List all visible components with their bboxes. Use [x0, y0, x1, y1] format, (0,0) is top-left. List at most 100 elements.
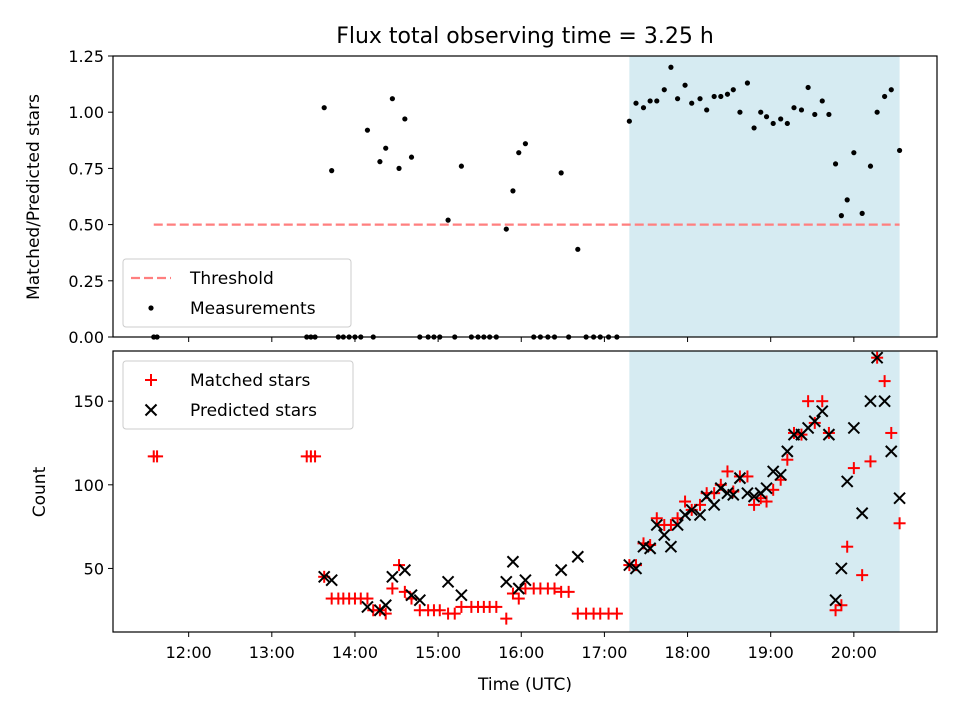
matched-star-marker — [650, 512, 663, 525]
predicted-star-marker — [855, 507, 869, 520]
predicted-star-marker — [361, 600, 374, 614]
measurement-point — [737, 109, 743, 115]
marker-stroke — [386, 570, 399, 584]
bottom-y-axis-label: Count — [30, 466, 50, 517]
measurement-point — [510, 188, 516, 194]
measurement-point — [896, 147, 903, 154]
marker-stroke — [650, 518, 663, 532]
predicted-star-marker — [822, 428, 836, 441]
marker-stroke — [643, 542, 657, 555]
predicted-star-marker — [893, 491, 906, 505]
measurement-point — [408, 154, 415, 160]
marker-stroke — [747, 490, 761, 503]
measurement-point — [798, 107, 805, 113]
measurement-point — [724, 91, 731, 97]
x-axis-label: Time (UTC) — [477, 675, 572, 695]
matched-star-marker — [760, 495, 773, 508]
marker-stroke — [864, 394, 877, 408]
marker-stroke — [500, 575, 513, 589]
marker-stroke — [693, 508, 707, 522]
matched-star-marker — [781, 453, 794, 466]
marker-stroke — [760, 481, 773, 495]
matched-star-marker — [448, 607, 461, 620]
marker-stroke — [519, 573, 532, 587]
x-tick-label: 20:00 — [831, 643, 877, 662]
predicted-star-marker — [864, 394, 877, 408]
marker-stroke — [678, 508, 692, 522]
predicted-star-marker — [455, 588, 468, 602]
y-tick-label: 50 — [84, 559, 104, 578]
predicted-star-marker — [519, 573, 532, 587]
matched-star-marker — [856, 569, 869, 582]
matched-star-marker — [548, 582, 561, 595]
matched-star-marker — [829, 604, 842, 617]
x-tick-label: 18:00 — [665, 643, 711, 662]
measurement-point — [770, 120, 776, 127]
measurement-point — [626, 118, 632, 124]
marker-stroke — [671, 518, 684, 532]
matched-star-marker — [808, 416, 821, 429]
matched-star-marker — [822, 426, 835, 439]
marker-stroke — [835, 562, 848, 575]
measurement-point — [697, 96, 703, 102]
predicted-star-marker — [760, 481, 773, 495]
marker-stroke — [658, 528, 671, 542]
predicted-star-marker — [727, 488, 740, 502]
marker-stroke — [506, 555, 520, 568]
measurement-point — [661, 87, 667, 93]
predicted-star-marker — [885, 445, 898, 458]
matched-star-marker — [878, 375, 891, 388]
predicted-star-marker — [835, 562, 848, 575]
marker-stroke — [781, 445, 794, 458]
marker-stroke — [379, 599, 392, 612]
predicted-star-marker — [870, 351, 884, 364]
matched-star-marker — [816, 395, 829, 408]
marker-stroke — [741, 486, 754, 500]
matched-star-marker — [386, 582, 399, 595]
marker-stroke — [441, 575, 455, 589]
predicted-star-marker — [413, 594, 427, 607]
predicted-star-marker — [847, 421, 861, 435]
legend-box — [122, 360, 354, 430]
measurement-point — [888, 87, 894, 93]
predicted-star-marker — [714, 481, 728, 495]
marker-stroke — [317, 570, 331, 584]
predicted-star-marker — [693, 508, 707, 522]
marker-stroke — [878, 394, 891, 408]
legend-box — [122, 258, 352, 328]
marker-stroke — [870, 351, 884, 364]
matched-star-marker — [512, 592, 525, 605]
marker-stroke — [325, 573, 338, 587]
matched-star-marker — [847, 462, 860, 475]
predicted-star-marker — [816, 405, 829, 418]
y-tick-label: 0.75 — [68, 159, 104, 178]
measurement-point — [819, 98, 825, 104]
predicted-star-marker — [781, 445, 794, 458]
measurement-point — [838, 213, 844, 219]
marker-stroke — [721, 486, 734, 500]
measurement-point — [329, 168, 335, 174]
y-tick-label: 150 — [73, 392, 104, 411]
matched-star-marker — [741, 470, 754, 483]
legend: Threshold Measurements — [122, 258, 352, 328]
measurement-point — [751, 125, 757, 131]
measurement-point — [647, 98, 653, 104]
marker-stroke — [727, 488, 740, 502]
y-tick-label: 100 — [73, 476, 104, 495]
predicted-star-marker — [623, 558, 636, 572]
matched-star-marker — [802, 395, 815, 408]
matched-star-marker — [151, 450, 164, 463]
matched-star-marker — [490, 600, 503, 613]
marker-stroke — [413, 594, 427, 607]
bottom-panel: 50 100 150 12:00 13:00 14:00 15:00 16:00 17:00 18… — [73, 350, 938, 662]
measurement-point — [516, 150, 522, 156]
measurement-point — [383, 145, 389, 151]
measurement-point — [812, 111, 818, 118]
measurement-point — [689, 100, 695, 106]
measurement-point — [575, 246, 581, 252]
predicted-star-marker — [685, 503, 698, 517]
measurement-point — [445, 217, 451, 223]
top-y-axis-label: Matched/Predicted stars — [24, 94, 44, 300]
marker-stroke — [774, 468, 787, 481]
